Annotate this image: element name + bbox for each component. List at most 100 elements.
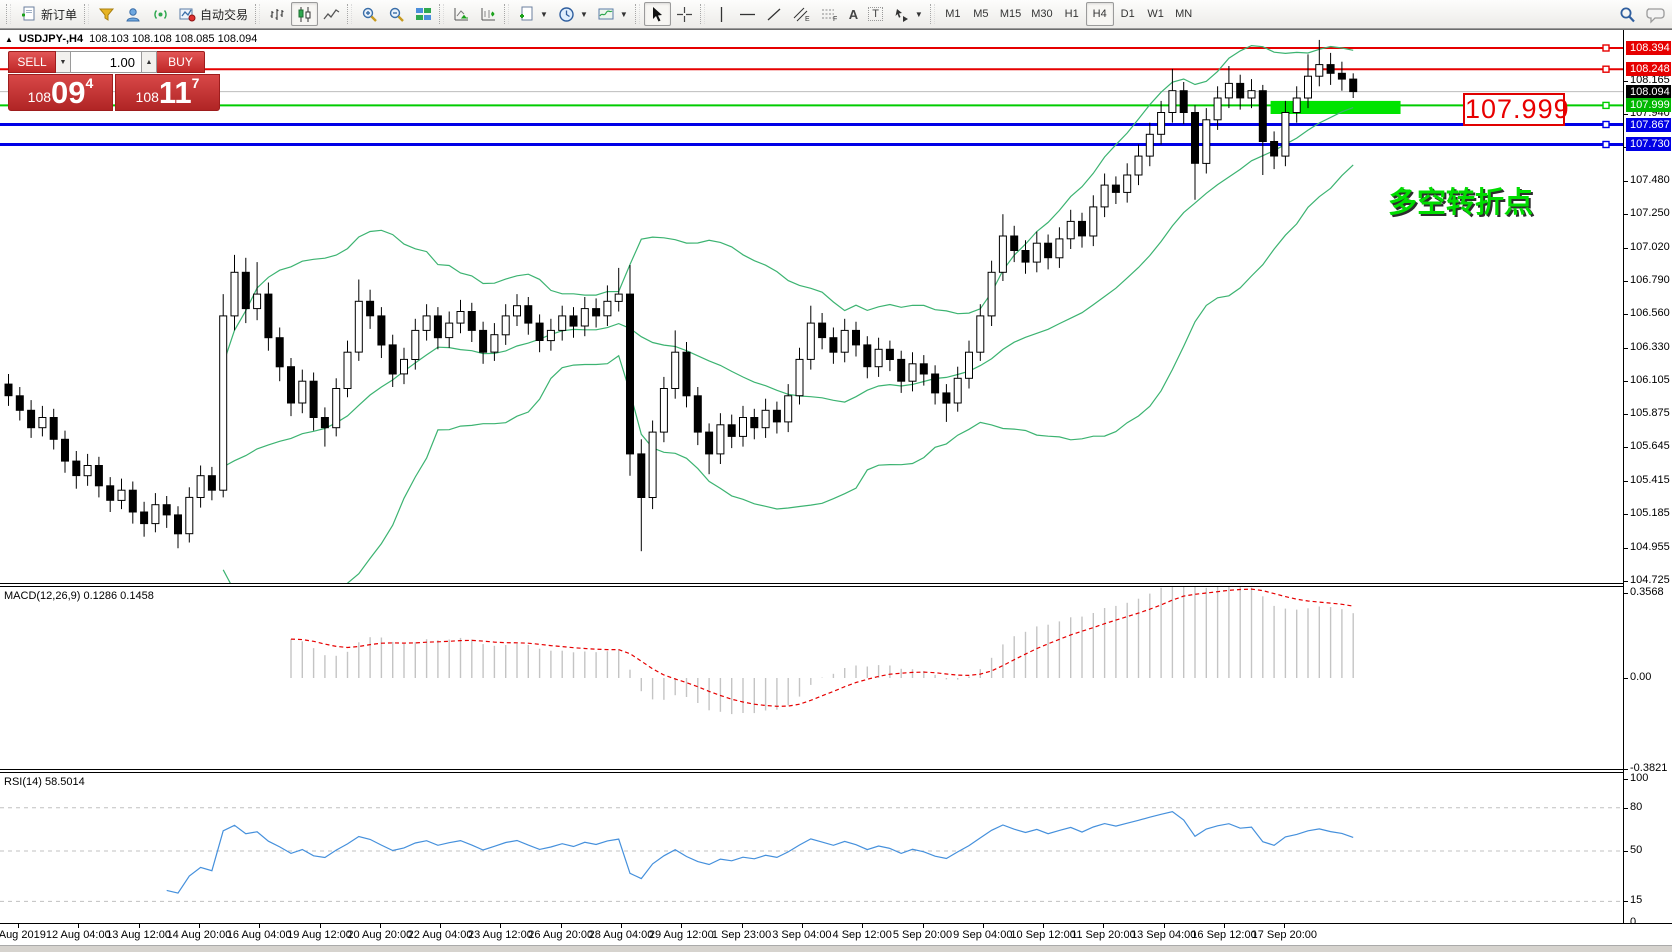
cursor-icon — [652, 6, 662, 21]
rsi-pane-canvas[interactable] — [0, 773, 1623, 923]
tile-windows-icon — [416, 7, 432, 20]
time-axis-tick-mark — [198, 924, 200, 928]
profile-button[interactable] — [120, 2, 147, 26]
line-chart-mode-button[interactable] — [318, 2, 345, 26]
macd-pane-canvas[interactable] — [0, 587, 1623, 769]
arrows-icon — [895, 8, 908, 22]
timeframe-button-m30[interactable]: M30 — [1026, 2, 1057, 26]
auto-trading-button[interactable]: 自动交易 — [174, 2, 253, 26]
trendline-tool-button[interactable] — [761, 2, 788, 26]
chart-shift-button[interactable] — [475, 2, 502, 26]
group-grip[interactable] — [255, 4, 261, 24]
axis-tick-mark — [1624, 678, 1628, 679]
axis-tick-label: 15 — [1630, 894, 1643, 907]
toolbar-grip[interactable] — [6, 4, 11, 24]
timeframe-button-h4[interactable]: H4 — [1085, 2, 1114, 26]
time-axis-tick-mark — [440, 924, 442, 928]
axis-tick-label: 0 — [1630, 916, 1637, 928]
timeframe-button-m5[interactable]: M5 — [967, 2, 995, 26]
price-axis[interactable]: 108.165107.940107.710107.480107.250107.0… — [1623, 30, 1672, 928]
axis-tick-label: 0.00 — [1630, 671, 1652, 683]
group-grip[interactable] — [699, 4, 705, 24]
axis-tick-label: 104.955 — [1630, 540, 1670, 553]
zoom-out-button[interactable] — [383, 2, 410, 26]
pane-separator[interactable] — [0, 769, 1672, 773]
text-tool-button[interactable]: A — [844, 2, 863, 26]
volume-input[interactable] — [71, 51, 142, 73]
time-axis-label: 23 Aug 12:00 — [467, 929, 533, 941]
time-axis-label: 29 Aug 12:00 — [648, 929, 714, 941]
collapse-marker-icon[interactable]: ▲ — [5, 34, 13, 44]
templates-button[interactable]: ▼ — [593, 2, 633, 26]
vertical-line-tool-button[interactable] — [709, 2, 734, 26]
price-callout-label[interactable]: 107.999 — [1463, 93, 1570, 126]
time-axis-tick-mark — [500, 924, 502, 928]
timeframe-button-h1[interactable]: H1 — [1058, 2, 1086, 26]
periods-button[interactable]: ▼ — [553, 2, 593, 26]
buy-button[interactable]: BUY — [157, 51, 205, 73]
bar-chart-mode-button[interactable] — [264, 2, 291, 26]
axis-tick-label: 106.560 — [1630, 307, 1670, 320]
cursor-tool-button[interactable] — [643, 2, 671, 26]
horizontal-line-tool-button[interactable] — [734, 2, 761, 26]
axis-tick-mark — [1624, 180, 1628, 182]
group-grip[interactable] — [347, 4, 353, 24]
time-axis-tick-mark — [741, 924, 743, 928]
axis-price-badge: 108.394 — [1626, 40, 1671, 55]
group-grip[interactable] — [439, 4, 445, 24]
axis-tick-label: 105.875 — [1630, 406, 1670, 419]
time-axis-label: 4 Sep 12:00 — [832, 929, 892, 941]
time-axis-tick-mark — [1224, 924, 1225, 928]
time-axis-label: 1 Sep 23:00 — [711, 929, 772, 941]
arrows-tool-button[interactable]: ▼ — [888, 2, 928, 26]
auto-scroll-button[interactable] — [448, 2, 475, 26]
search-icon[interactable] — [1618, 6, 1636, 24]
time-axis-label: 20 Aug 20:00 — [347, 929, 413, 941]
axis-tick-label: -0.3821 — [1630, 761, 1668, 774]
time-axis-label: 19 Aug 12:00 — [287, 929, 352, 941]
text-label-tool-button[interactable]: T — [863, 2, 888, 26]
crosshair-tool-button[interactable] — [671, 2, 698, 26]
channel-tool-button[interactable]: E — [788, 2, 816, 26]
axis-tick-mark — [1624, 807, 1628, 809]
fibonacci-tool-button[interactable]: F — [816, 2, 844, 26]
candlestick-mode-button[interactable] — [291, 2, 319, 26]
timeframe-button-m15[interactable]: M15 — [995, 2, 1026, 26]
group-grip[interactable] — [504, 4, 510, 24]
buy-price-display[interactable]: 108 11 7 — [115, 74, 220, 111]
group-grip[interactable] — [634, 4, 640, 24]
time-axis-label: 9 Sep 04:00 — [953, 929, 1013, 941]
signals-button[interactable] — [147, 2, 174, 26]
group-grip[interactable] — [929, 4, 935, 24]
new-order-button[interactable]: 新订单 — [15, 2, 82, 26]
market-watch-button[interactable] — [93, 2, 120, 26]
annotation-text[interactable]: 多空转折点 — [1388, 187, 1534, 219]
chat-icon[interactable] — [1646, 6, 1666, 24]
auto-scroll-icon — [454, 7, 469, 20]
new-chart-button[interactable]: ▼ — [513, 2, 553, 26]
group-grip[interactable] — [84, 4, 90, 24]
time-axis-label: 14 Aug 20:00 — [166, 929, 232, 941]
main-chart-canvas[interactable] — [0, 31, 1623, 583]
axis-tick-label: 0.3568 — [1630, 586, 1664, 599]
timeframe-button-m1[interactable]: M1 — [939, 2, 967, 26]
new-chart-icon — [520, 6, 533, 20]
chart-title-bar: ▲ USDJPY-,H4 108.103 108.108 108.085 108… — [5, 33, 257, 45]
sell-button[interactable]: SELL — [8, 51, 56, 73]
volume-increase-button[interactable]: ▲ — [142, 51, 157, 73]
timeframe-button-d1[interactable]: D1 — [1114, 2, 1142, 26]
time-axis-tick-mark — [1043, 924, 1045, 928]
tile-windows-button[interactable] — [410, 2, 437, 26]
timeframe-button-mn[interactable]: MN — [1170, 2, 1198, 26]
sell-price-display[interactable]: 108 09 4 — [8, 74, 113, 111]
pane-separator[interactable] — [0, 583, 1672, 587]
time-axis-tick-mark — [1284, 924, 1286, 928]
axis-tick-label: 50 — [1630, 844, 1643, 856]
horizontal-line-icon — [739, 13, 755, 15]
volume-decrease-button[interactable]: ▼ — [56, 51, 71, 73]
timeframe-button-w1[interactable]: W1 — [1142, 2, 1170, 26]
crosshair-icon — [676, 6, 692, 22]
channel-icon: E — [793, 7, 810, 23]
zoom-in-button[interactable] — [356, 2, 383, 26]
